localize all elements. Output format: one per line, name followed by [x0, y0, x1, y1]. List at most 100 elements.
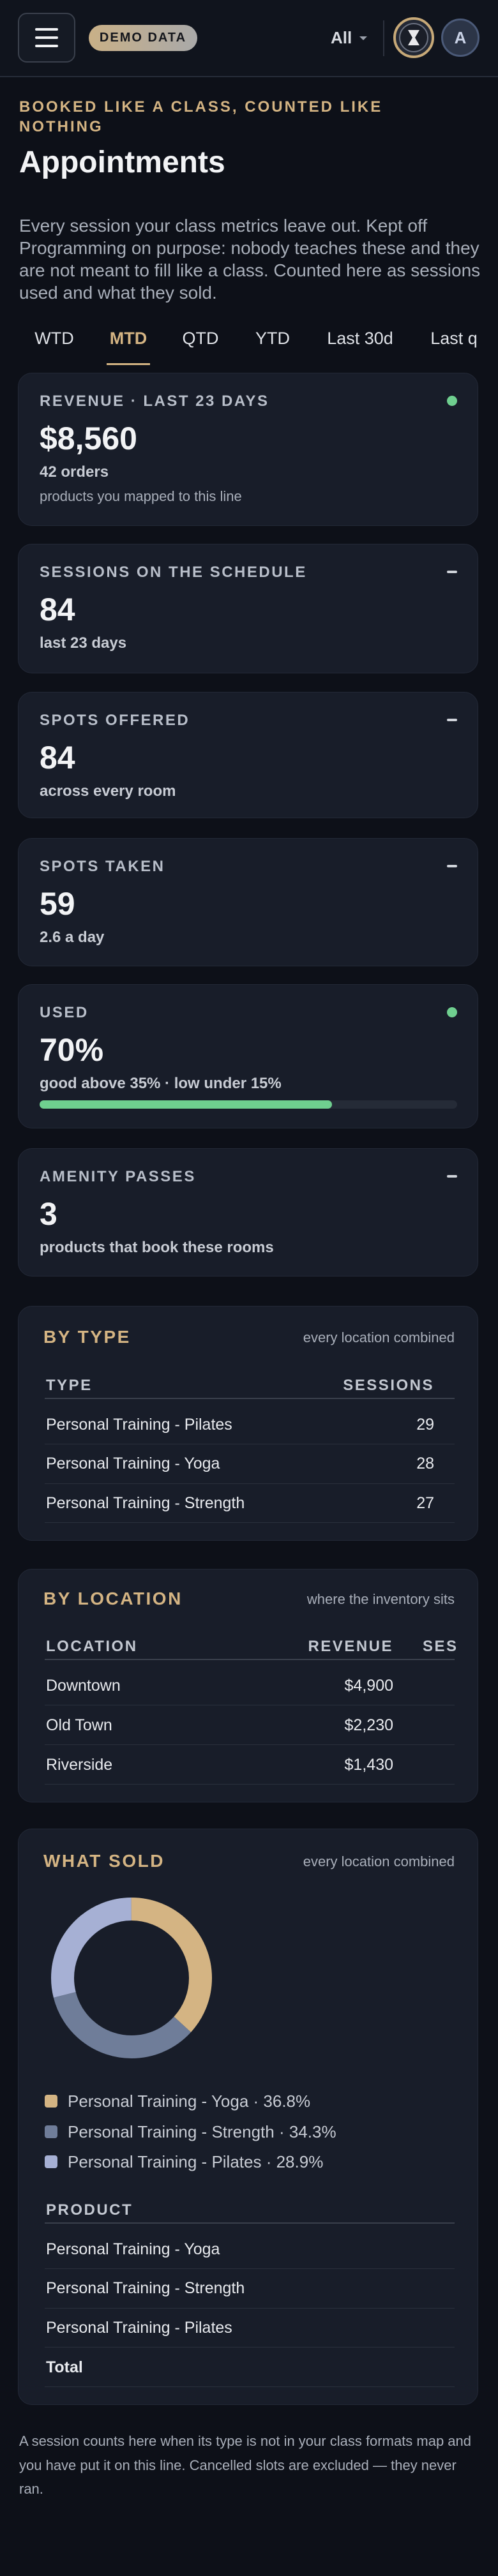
table-cell: Old Town — [46, 1716, 112, 1734]
legend-label: Personal Training - Yoga · 36.8% — [68, 2092, 311, 2111]
panel-title: BY LOCATION — [43, 1589, 183, 1608]
status-dash — [447, 571, 457, 573]
card-sub: last 23 days — [40, 634, 127, 652]
status-dash — [447, 1175, 457, 1178]
user-avatar[interactable]: A — [441, 19, 479, 57]
card-title: USED — [40, 1003, 89, 1021]
card-title: REVENUE · LAST 23 DAYS — [40, 392, 269, 410]
row-rule — [45, 1744, 455, 1745]
panel-subtitle: where the inventory sits — [306, 1591, 455, 1607]
card-value: 3 — [40, 1196, 57, 1232]
card-sub: products that book these rooms — [40, 1238, 274, 1256]
tab[interactable]: YTD — [255, 328, 290, 348]
menu-icon — [35, 28, 58, 47]
kpi-card — [18, 544, 478, 673]
table-cell: Downtown — [46, 1676, 121, 1695]
row-rule — [45, 1784, 455, 1785]
divider — [383, 20, 384, 56]
kpi-card — [18, 373, 478, 526]
row-rule — [45, 2268, 455, 2269]
status-dot — [447, 396, 457, 406]
table-cell: $2,230 — [344, 1716, 393, 1734]
legend-swatch — [45, 2095, 57, 2108]
panel-subtitle: every location combined — [303, 1329, 455, 1345]
panel-title: WHAT SOLD — [43, 1851, 165, 1871]
table-cell: 28 — [416, 1455, 434, 1472]
card-sub: 42 orders — [40, 463, 109, 481]
footer-note: A session counts here when its type is n… — [19, 2433, 472, 2497]
column-header: LOCATION — [46, 1637, 138, 1655]
status-dash — [447, 719, 457, 721]
tab[interactable]: Last q — [430, 328, 478, 348]
filter-select[interactable]: All — [331, 26, 370, 50]
table-cell: Personal Training - Pilates — [46, 1415, 232, 1434]
table-cell: Personal Training - Yoga — [46, 1455, 220, 1472]
kpi-card — [18, 838, 478, 966]
column-header: TYPE — [46, 1376, 93, 1394]
table-cell: Total — [46, 2358, 83, 2376]
column-header: REVENUE — [308, 1637, 393, 1655]
header-rule — [45, 2222, 455, 2224]
tab[interactable]: MTD — [109, 328, 147, 348]
tab[interactable]: QTD — [182, 328, 219, 348]
tab[interactable]: Last 30d — [327, 328, 393, 348]
donut-chart — [51, 1898, 212, 2058]
legend-label: Personal Training - Pilates · 28.9% — [68, 2152, 324, 2171]
table-cell: 29 — [416, 1415, 434, 1434]
card-value: 70% — [40, 1032, 104, 1068]
kpi-card — [18, 692, 478, 818]
header-rule — [45, 1659, 455, 1660]
donut-segment — [51, 1898, 212, 2058]
card-title: SPOTS TAKEN — [40, 857, 165, 875]
table-cell: Personal Training - Pilates — [46, 2318, 232, 2337]
panel-title: BY TYPE — [43, 1327, 131, 1347]
caret-icon — [359, 36, 367, 40]
row-rule — [45, 1483, 455, 1484]
menu-button[interactable] — [18, 13, 75, 63]
location-avatar[interactable] — [392, 16, 435, 59]
card-title: AMENITY PASSES — [40, 1167, 196, 1185]
row-rule — [45, 2386, 455, 2388]
intro-text: Every session your class metrics leave o… — [19, 215, 481, 303]
card-sub: good above 35% · low under 15% — [40, 1074, 282, 1092]
demo-badge: DEMO DATA — [89, 25, 197, 51]
card-title: SPOTS OFFERED — [40, 711, 190, 729]
panel-subtitle: every location combined — [303, 1853, 455, 1869]
table-cell: $4,900 — [344, 1676, 393, 1695]
eyebrow: BOOKED LIKE A CLASS, COUNTED LIKE NOTHIN… — [19, 98, 383, 135]
table-cell: $1,430 — [344, 1755, 393, 1774]
header-rule — [45, 1398, 455, 1399]
donut-segment — [51, 1898, 212, 2058]
card-value: 59 — [40, 886, 75, 922]
table-cell: Personal Training - Yoga — [46, 2240, 220, 2258]
panel — [18, 1306, 478, 1541]
panel — [18, 1569, 478, 1802]
card-value: $8,560 — [40, 421, 137, 456]
column-header: SES — [423, 1637, 458, 1655]
legend-label: Personal Training - Strength · 34.3% — [68, 2122, 336, 2141]
column-header: SESSIONS — [343, 1376, 434, 1394]
card-value: 84 — [40, 740, 75, 775]
card-sub: 2.6 a day — [40, 928, 105, 946]
card-value: 84 — [40, 592, 75, 627]
kpi-card — [18, 1148, 478, 1277]
card-title: SESSIONS ON THE SCHEDULE — [40, 563, 307, 581]
tab[interactable]: WTD — [34, 328, 74, 348]
table-cell: Riverside — [46, 1755, 113, 1774]
table-cell: Personal Training - Strength — [46, 1494, 245, 1512]
avatar-initial: A — [454, 28, 467, 47]
row-rule — [45, 1522, 455, 1523]
page-title: Appointments — [19, 146, 225, 179]
legend-swatch — [45, 2155, 57, 2168]
row-rule — [45, 2347, 455, 2348]
card-note: products you mapped to this line — [40, 488, 242, 504]
filter-label: All — [331, 28, 352, 47]
row-rule — [45, 2307, 455, 2309]
table-cell: 27 — [416, 1494, 434, 1512]
column-header: PRODUCT — [46, 2201, 133, 2219]
status-dot — [447, 1007, 457, 1017]
card-sub: across every room — [40, 782, 176, 800]
legend-swatch — [45, 2125, 57, 2138]
status-dash — [447, 865, 457, 867]
